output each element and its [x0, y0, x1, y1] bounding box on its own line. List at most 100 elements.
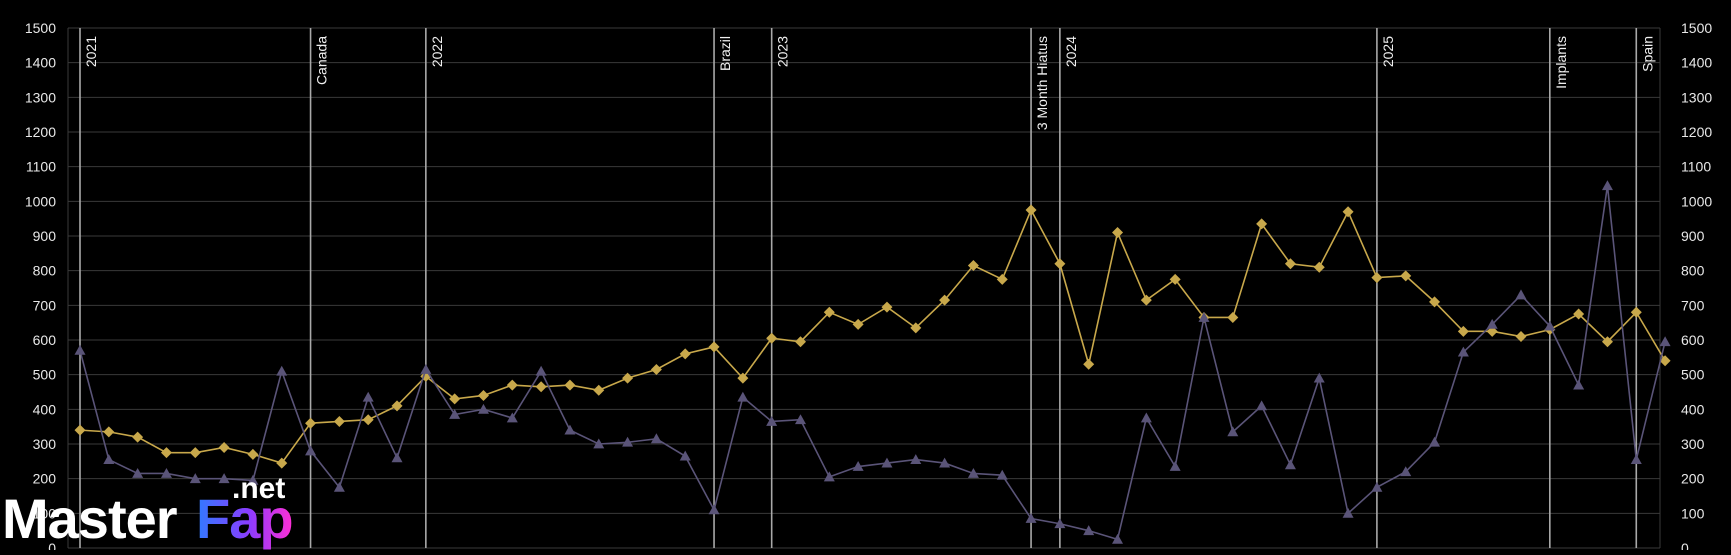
data-point-diamond: [823, 306, 835, 318]
event-label: 2024: [1063, 36, 1079, 67]
event-label: Canada: [314, 36, 330, 85]
y-tick-label-right: 400: [1681, 401, 1705, 417]
watermark-word-master: Master: [2, 487, 177, 550]
data-point-triangle: [766, 415, 778, 426]
data-point-diamond: [996, 273, 1008, 285]
y-tick-label-right: 800: [1681, 263, 1705, 279]
event-label: Spain: [1639, 36, 1655, 72]
data-point-diamond: [218, 441, 230, 453]
y-tick-label-left: 700: [33, 297, 57, 313]
data-point-diamond: [622, 372, 634, 384]
data-point-diamond: [333, 415, 345, 427]
data-point-triangle: [1112, 533, 1124, 544]
data-point-triangle: [1313, 372, 1325, 383]
y-tick-label-right: 1100: [1681, 159, 1711, 175]
y-axis-ticks: 1500 1500 1400 1400 1300 1300 1200 1200 1100 1100…: [25, 20, 1713, 555]
data-point-triangle: [74, 344, 86, 355]
data-point-triangle: [103, 454, 115, 464]
data-point-diamond: [1112, 227, 1124, 239]
data-point-diamond: [103, 426, 115, 438]
watermark-logo: .net Master Fap: [2, 472, 294, 550]
y-tick-label-right: 600: [1681, 332, 1705, 348]
data-point-diamond: [1054, 258, 1066, 270]
data-point-triangle: [1284, 459, 1296, 470]
data-point-diamond: [852, 318, 864, 330]
data-point-triangle: [305, 445, 317, 456]
data-point-triangle: [362, 391, 374, 402]
data-point-triangle: [1457, 346, 1469, 357]
data-point-triangle: [477, 403, 489, 414]
gridlines: [67, 27, 1661, 549]
y-tick-label-right: 1000: [1681, 193, 1712, 209]
y-tick-label-left: 900: [33, 228, 57, 244]
data-point-triangle: [391, 452, 403, 463]
data-point-triangle: [823, 471, 835, 482]
data-point-diamond: [391, 400, 403, 412]
data-point-diamond: [1515, 331, 1527, 343]
y-tick-label-left: 1100: [26, 159, 56, 175]
data-point-triangle: [1515, 289, 1527, 300]
data-point-triangle: [506, 412, 518, 423]
data-point-diamond: [1342, 206, 1354, 218]
data-point-triangle: [1140, 412, 1152, 423]
data-point-triangle: [650, 433, 662, 444]
y-tick-label-left: 1400: [25, 55, 56, 71]
data-point-diamond: [1227, 311, 1239, 323]
y-tick-label-left: 1300: [25, 89, 56, 105]
data-point-diamond: [1169, 273, 1181, 285]
data-point-triangle: [1198, 311, 1210, 322]
data-point-diamond: [132, 431, 144, 443]
data-point-triangle: [910, 454, 922, 464]
y-tick-label-right: 500: [1681, 367, 1705, 383]
y-tick-label-right: 200: [1681, 471, 1705, 487]
y-tick-label-left: 200: [33, 471, 57, 487]
data-point-diamond: [1400, 270, 1412, 282]
data-point-diamond: [766, 332, 778, 344]
data-point-triangle: [449, 409, 461, 419]
data-point-triangle: [1429, 436, 1441, 447]
y-tick-label-right: 0: [1681, 540, 1689, 550]
data-point-diamond: [1371, 272, 1383, 284]
data-point-diamond: [1140, 294, 1152, 306]
data-point-diamond: [679, 348, 691, 360]
y-tick-label-left: 1200: [25, 124, 56, 140]
y-tick-label-left: 500: [33, 367, 57, 383]
data-point-diamond: [881, 301, 893, 313]
data-point-triangle: [1083, 525, 1095, 536]
data-point-triangle: [333, 481, 345, 492]
y-tick-label-right: 1200: [1681, 124, 1712, 140]
data-point-diamond: [477, 389, 489, 401]
data-point-triangle: [1169, 461, 1181, 471]
data-point-triangle: [622, 436, 634, 447]
data-point-triangle: [1054, 518, 1066, 529]
data-point-diamond: [737, 372, 749, 384]
data-point-diamond: [1573, 308, 1585, 320]
data-point-diamond: [1083, 358, 1095, 370]
series-line: [79, 208, 1666, 464]
data-point-triangle: [737, 391, 749, 402]
data-point-diamond: [593, 384, 605, 396]
event-label: Implants: [1553, 36, 1569, 89]
data-point-triangle: [996, 469, 1008, 480]
data-point-diamond: [1429, 296, 1441, 308]
y-tick-label-left: 0: [48, 540, 56, 550]
y-tick-label-right: 700: [1681, 297, 1705, 313]
data-point-diamond: [189, 447, 201, 459]
y-tick-label-left: 300: [33, 436, 57, 452]
data-point-diamond: [1284, 258, 1296, 270]
data-point-diamond: [967, 259, 979, 271]
event-label: 2022: [429, 36, 445, 67]
data-point-diamond: [1256, 218, 1268, 230]
y-tick-label-right: 300: [1681, 436, 1705, 452]
data-point-diamond: [1659, 355, 1671, 367]
data-point-diamond: [1601, 336, 1613, 348]
data-point-triangle: [1256, 400, 1268, 411]
data-point-triangle: [132, 467, 144, 478]
event-label: 2021: [83, 36, 99, 67]
data-point-triangle: [247, 474, 259, 485]
data-point-diamond: [362, 414, 374, 426]
event-label: 2023: [775, 36, 791, 67]
y-tick-label-left: 1500: [25, 20, 56, 36]
